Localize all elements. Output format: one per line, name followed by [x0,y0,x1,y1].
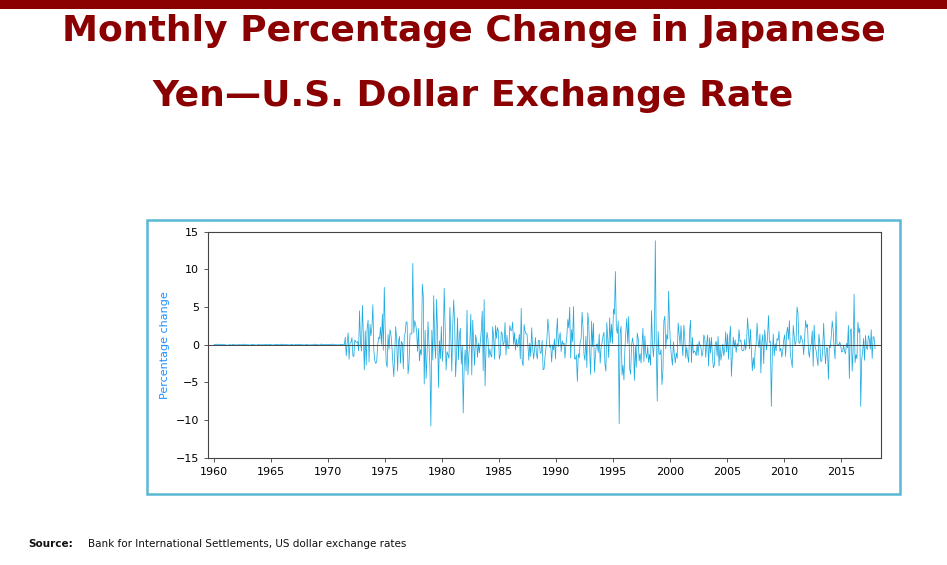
Y-axis label: Percentage change: Percentage change [160,291,170,398]
Text: Bank for International Settlements, US dollar exchange rates: Bank for International Settlements, US d… [88,539,406,549]
Text: Yen—U.S. Dollar Exchange Rate: Yen—U.S. Dollar Exchange Rate [152,79,795,113]
Text: Monthly Percentage Change in Japanese: Monthly Percentage Change in Japanese [62,14,885,48]
Text: Source:: Source: [28,539,73,549]
